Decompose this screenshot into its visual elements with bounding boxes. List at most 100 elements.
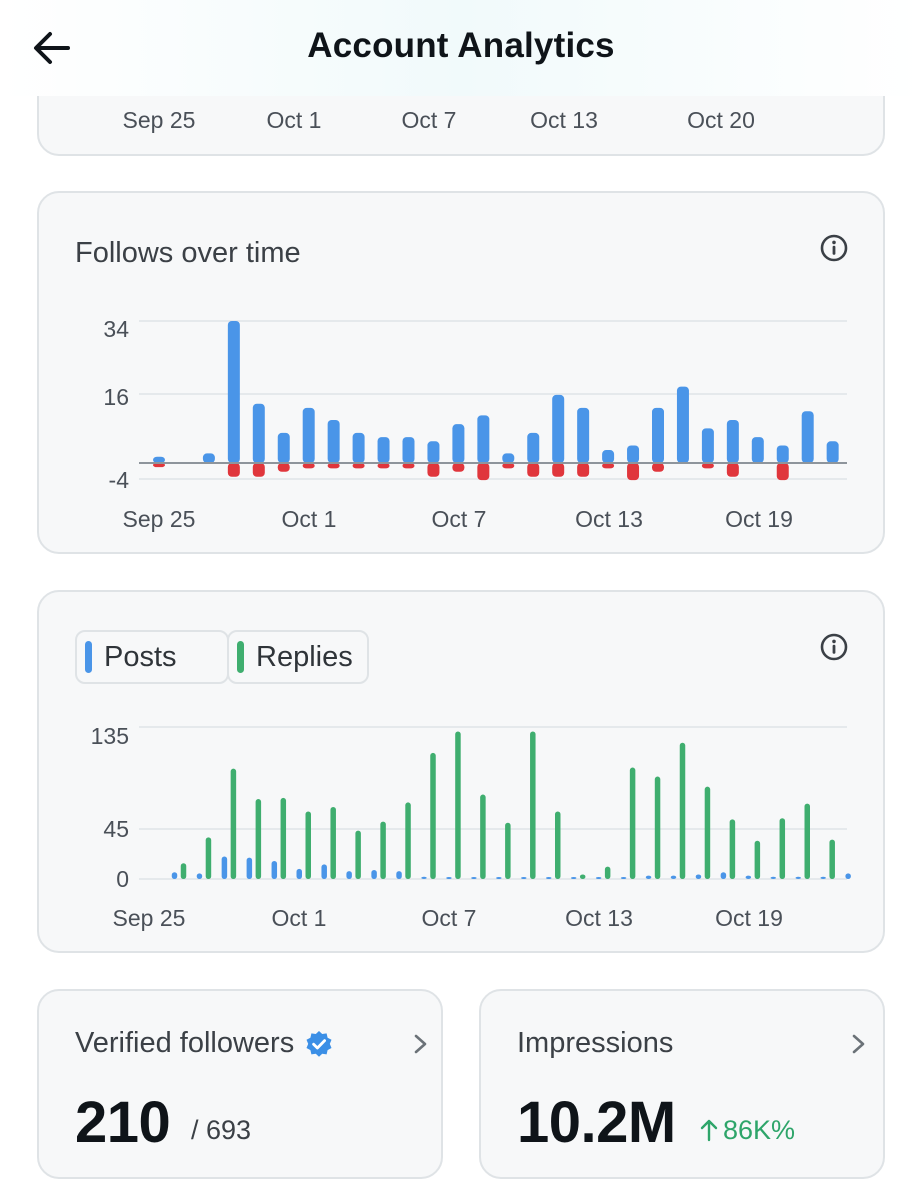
y-tick-label: 16 [103,384,129,410]
replies-bar [330,806,336,879]
replies-bar [405,802,411,879]
verified-followers-card[interactable]: Verified followers 210 / 693 [37,989,443,1179]
unfollow-bar [277,463,290,472]
y-tick-label: -4 [109,467,130,493]
replies-bar [829,839,835,879]
impressions-card[interactable]: Impressions 10.2M 86K% [479,989,885,1179]
unfollow-bar [477,463,490,481]
legend-posts-label: Posts [104,640,177,673]
total-followers-value: / 693 [191,1115,252,1145]
unfollow-bar [652,463,664,472]
posts-bar [421,876,427,879]
replies-bar [654,776,661,879]
replies-bar [280,797,287,879]
x-tick-label: Oct 19 [715,905,783,931]
legend-replies-label: Replies [256,640,353,673]
unfollow-bar [502,463,515,469]
impressions-value: 10.2M [517,1090,676,1155]
posts-bar [271,860,278,879]
top-x-label: Oct 13 [530,107,598,133]
follow-bar [701,428,714,463]
unfollow-bar [302,463,315,469]
follow-bar [502,453,515,463]
follow-bar [801,411,814,463]
posts-bar [546,877,552,879]
follow-bar [327,419,340,463]
follow-bar [452,424,465,463]
follow-bar [277,432,290,463]
posts-bar [645,875,652,879]
replies-bar [729,819,736,879]
posts-bar [221,856,228,879]
unfollow-bar [153,463,165,468]
posts-bar [745,875,752,879]
unfollow-bar [452,463,465,472]
legend-posts[interactable]: Posts [75,630,229,684]
y-tick-label: 34 [103,316,129,342]
replies-bar [305,811,311,879]
posts-chart: 135 45 0 Sep 25 Oct 1 Oct 7 Oct 13 Oct 1… [91,723,851,931]
follow-bar [826,441,839,463]
replies-bar [505,822,511,879]
posts-bar [446,877,452,879]
follow-bar [252,403,265,463]
chevron-right-icon [414,1034,427,1054]
replies-bar [555,811,561,879]
posts-bar [246,857,253,879]
top-x-label: Sep 25 [123,107,196,133]
replies-bar [430,752,436,879]
x-tick-label: Oct 7 [432,506,487,532]
replies-bar [455,731,461,879]
replies-bar [530,731,536,879]
posts-replies-card: Posts Replies 135 45 0 Sep 25 Oct 1 Oct … [37,590,885,953]
posts-bar [471,877,477,879]
x-tick-label: Oct 19 [725,506,793,532]
posts-bar [820,876,826,879]
replies-bar [180,863,187,879]
info-icon[interactable] [819,233,849,263]
legend-replies[interactable]: Replies [227,630,369,684]
top-x-label: Oct 1 [267,107,322,133]
unfollow-bar [552,463,565,477]
unfollow-bar [377,463,390,469]
verified-followers-value: 210 [75,1090,171,1155]
follow-bar [726,419,739,463]
unfollow-bar [227,463,240,477]
posts-bar [570,877,577,879]
posts-bar [496,877,502,879]
posts-bar [171,872,178,879]
posts-bar [196,873,203,879]
x-tick-label: Oct 1 [282,506,337,532]
follow-bar [302,407,315,463]
replies-bar [230,768,237,879]
replies-bar [255,799,262,879]
replies-bar [629,767,636,879]
y-tick-label: 45 [103,816,129,842]
posts-bar [521,877,527,879]
y-tick-label: 135 [91,723,129,749]
follow-bar [676,386,689,463]
replies-bar [355,830,361,879]
replies-bar [604,866,611,879]
replies-bar [679,742,686,879]
follow-bar [602,450,615,463]
y-tick-label: 0 [116,866,129,892]
replies-bar [480,794,486,879]
follow-bar [577,407,590,463]
posts-bar [595,877,602,879]
arrow-up-icon [700,1119,718,1142]
unfollow-bar [726,463,739,477]
posts-bar [770,876,777,879]
back-button[interactable] [28,26,76,70]
replies-bar [779,818,786,879]
follow-bar [627,445,640,463]
replies-bar [579,874,586,879]
page-title: Account Analytics [307,26,615,65]
x-tick-label: Sep 25 [113,905,186,931]
posts-bar [321,864,327,879]
follow-bar [402,437,415,463]
follow-bar [202,453,215,463]
unfollow-bar [577,463,590,477]
info-icon[interactable] [819,632,849,662]
unfollow-bar [627,463,640,481]
